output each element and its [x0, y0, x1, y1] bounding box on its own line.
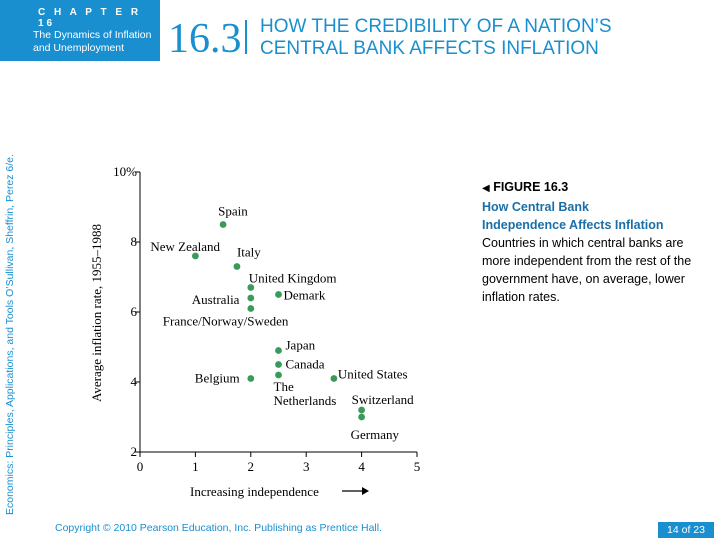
x-axis-arrow-icon: [362, 487, 369, 495]
point-label: Spain: [218, 204, 248, 219]
x-tick-label: 2: [248, 459, 255, 474]
chart-point-labels: Spain New Zealand Italy United Kingdom Austr…: [150, 204, 414, 443]
chart-axis-titles: Increasing independence Average inflation…: [89, 224, 369, 499]
point-label: Italy: [237, 245, 261, 260]
section-number: 16.3: [168, 16, 242, 62]
chapter-label: C H A P T E R 16: [38, 7, 142, 29]
data-point: [275, 361, 282, 368]
figure-caption-box: ◀ FIGURE 16.3 How Central Bank Independe…: [482, 178, 707, 306]
figure-label-row: ◀ FIGURE 16.3: [482, 178, 707, 198]
data-point: [247, 375, 255, 382]
data-point: [247, 294, 255, 302]
point-label: The Netherlands: [274, 379, 337, 408]
data-point: [233, 263, 241, 270]
page-indicator: 14 of 23: [658, 522, 714, 538]
section-divider: [245, 20, 247, 54]
section-title: HOW THE CREDIBILITY OF A NATION’S CENTRA…: [260, 16, 612, 60]
point-label: Australia: [192, 292, 240, 307]
chart-points: [192, 221, 365, 421]
point-label: Japan: [286, 338, 316, 353]
x-tick-label: 5: [414, 459, 421, 474]
y-tick-label: 2: [131, 444, 138, 459]
point-label: United States: [338, 367, 408, 382]
section-title-line2: CENTRAL BANK AFFECTS INFLATION: [260, 38, 599, 59]
chapter-subtitle: The Dynamics of Inflation and Unemployme…: [33, 29, 151, 55]
left-arrow-icon: ◀: [482, 183, 490, 194]
figure-caption: Countries in which central banks are mor…: [482, 236, 692, 304]
x-tick-label: 0: [137, 459, 144, 474]
section-title-line1: HOW THE CREDIBILITY OF A NATION’S: [260, 16, 612, 37]
figure-title-line1: How Central Bank: [482, 200, 589, 214]
point-label: Switzerland: [352, 392, 415, 407]
point-label: France/Norway/Sweden: [163, 314, 289, 329]
x-tick-label: 4: [358, 459, 365, 474]
data-point: [330, 375, 338, 382]
point-label: Canada: [286, 357, 325, 372]
data-point: [358, 406, 365, 414]
chart-axes: [139, 172, 417, 453]
chart-ticks: 0 1 2 3 4 5 2 4 6 8 10%: [113, 164, 420, 474]
point-label: Germany: [351, 427, 400, 442]
data-point: [219, 221, 227, 228]
y-tick-label: 10%: [113, 164, 137, 179]
y-tick-label: 4: [131, 374, 138, 389]
x-axis-title: Increasing independence: [190, 484, 319, 499]
chapter-subtitle-line1: The Dynamics of Inflation: [33, 29, 152, 41]
data-point: [247, 305, 255, 312]
y-tick-label: 8: [131, 234, 138, 249]
point-label: United Kingdom: [249, 271, 337, 286]
data-point: [192, 252, 199, 260]
y-tick-label: 6: [131, 304, 138, 319]
chapter-subtitle-line2: and Unemployment: [33, 42, 125, 54]
point-label: New Zealand: [150, 239, 220, 254]
data-point: [247, 284, 255, 291]
data-point: [275, 347, 282, 354]
figure-title-line2: Independence Affects Inflation: [482, 218, 664, 232]
x-tick-label: 3: [303, 459, 310, 474]
y-axis-title: Average inflation rate, 1955–1988: [89, 224, 104, 402]
figure-label: FIGURE 16.3: [493, 180, 569, 194]
copyright-text: Copyright © 2010 Pearson Education, Inc.…: [55, 522, 383, 534]
data-point: [275, 291, 282, 298]
data-point: [275, 371, 282, 379]
point-label: Demark: [284, 288, 326, 303]
point-label: Belgium: [195, 371, 240, 386]
x-tick-label: 1: [192, 459, 199, 474]
chapter-box: C H A P T E R 16 The Dynamics of Inflati…: [0, 0, 160, 61]
data-point: [358, 413, 365, 421]
